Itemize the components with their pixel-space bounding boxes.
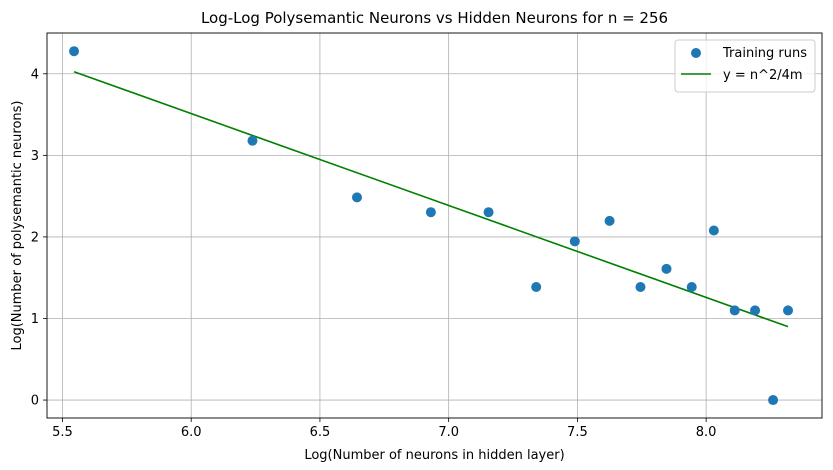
plot-frame: [46, 32, 823, 419]
y-tick-label: 3: [31, 149, 39, 164]
x-tick-label: 7.5: [567, 425, 588, 440]
chart-title: Log-Log Polysemantic Neurons vs Hidden N…: [201, 9, 668, 27]
x-tick-label: 6.0: [181, 425, 202, 440]
training-run-point: [729, 305, 740, 316]
training-run-point: [768, 395, 779, 406]
training-run-point: [750, 305, 761, 316]
y-tick-label: 2: [31, 230, 39, 245]
training-run-point: [783, 305, 794, 316]
legend: Training runs y = n^2/4m: [674, 39, 816, 93]
fit-line-layer: [73, 70, 789, 328]
y-axis-label: Log(Number of polysemantic neurons): [10, 100, 25, 350]
plot-background: [47, 33, 822, 418]
y-tick-label: 4: [31, 67, 39, 82]
y-tick-label: 1: [31, 312, 39, 327]
x-tick-label: 8.0: [696, 425, 717, 440]
x-tick-label: 6.5: [310, 425, 331, 440]
training-run-point: [483, 207, 494, 218]
legend-box: [674, 39, 816, 93]
training-run-point: [569, 236, 580, 247]
x-tick-label: 5.5: [52, 425, 73, 440]
scatter-points: [69, 46, 794, 406]
axis-ticks: 5.5 6.0 6.5 7.0 7.5 8.0 0 1 2 3 4: [31, 67, 717, 440]
x-axis-label: Log(Number of neurons in hidden layer): [304, 448, 564, 463]
y-tick-label: 0: [31, 394, 39, 409]
training-run-point: [352, 192, 362, 203]
legend-label-training-runs: Training runs: [722, 46, 807, 61]
training-run-point: [531, 282, 542, 293]
training-run-point: [425, 207, 436, 218]
legend-marker-training-runs: [691, 48, 701, 58]
legend-label-fit-line: y = n^2/4m: [723, 68, 803, 83]
fit-line: [73, 70, 789, 328]
training-run-point: [635, 282, 646, 293]
training-run-point: [604, 215, 615, 226]
training-run-point: [69, 46, 80, 57]
training-run-point: [708, 225, 719, 236]
training-run-point: [247, 135, 258, 146]
training-run-point: [686, 282, 697, 293]
training-run-point: [661, 263, 672, 274]
x-tick-label: 7.0: [438, 425, 459, 440]
